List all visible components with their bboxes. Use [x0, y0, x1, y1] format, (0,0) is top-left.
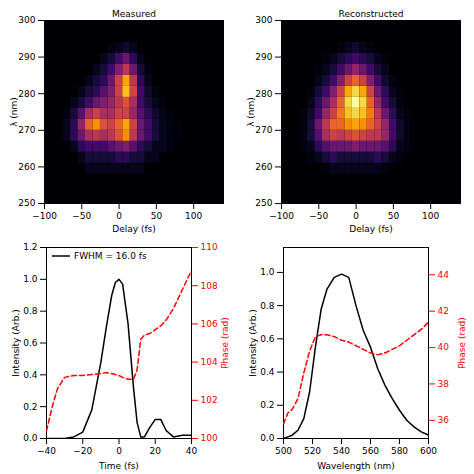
svg-text:270: 270 — [255, 125, 272, 135]
svg-text:50: 50 — [151, 211, 163, 221]
svg-text:−50: −50 — [309, 211, 328, 221]
svg-text:λ (nm): λ (nm) — [9, 97, 19, 127]
svg-text:520: 520 — [304, 446, 321, 456]
svg-text:−50: −50 — [72, 211, 91, 221]
svg-text:104: 104 — [201, 357, 218, 367]
svg-text:0.2: 0.2 — [260, 400, 274, 410]
svg-text:580: 580 — [391, 446, 408, 456]
svg-text:500: 500 — [275, 446, 292, 456]
svg-text:−20: −20 — [73, 446, 92, 456]
svg-text:0.2: 0.2 — [23, 402, 37, 412]
svg-text:1.0: 1.0 — [260, 267, 275, 277]
svg-text:0: 0 — [116, 211, 122, 221]
svg-text:1.2: 1.2 — [23, 242, 37, 252]
svg-text:106: 106 — [201, 319, 218, 329]
svg-text:270: 270 — [18, 125, 35, 135]
svg-text:108: 108 — [201, 281, 218, 291]
svg-text:Phase (rad): Phase (rad) — [220, 317, 230, 369]
svg-text:280: 280 — [18, 89, 35, 99]
svg-text:−40: −40 — [37, 446, 56, 456]
svg-text:0.4: 0.4 — [23, 370, 38, 380]
svg-text:280: 280 — [255, 89, 272, 99]
svg-text:0.8: 0.8 — [23, 306, 38, 316]
svg-text:Intensity (Arb.): Intensity (Arb.) — [248, 309, 258, 377]
svg-text:250: 250 — [255, 198, 272, 208]
svg-text:110: 110 — [201, 242, 218, 252]
svg-text:38: 38 — [438, 379, 450, 389]
svg-text:0.0: 0.0 — [23, 433, 38, 443]
svg-text:λ (nm): λ (nm) — [246, 97, 256, 127]
svg-text:−100: −100 — [269, 211, 294, 221]
svg-text:0: 0 — [353, 211, 359, 221]
svg-text:560: 560 — [362, 446, 379, 456]
svg-text:50: 50 — [388, 211, 400, 221]
svg-text:40: 40 — [438, 342, 450, 352]
svg-text:Reconstructed: Reconstructed — [339, 9, 404, 19]
svg-text:0.4: 0.4 — [260, 367, 275, 377]
svg-text:0.8: 0.8 — [260, 301, 275, 311]
svg-text:600: 600 — [420, 446, 437, 456]
svg-text:260: 260 — [18, 162, 35, 172]
svg-text:260: 260 — [255, 162, 272, 172]
svg-text:−100: −100 — [32, 211, 57, 221]
svg-text:Time (fs): Time (fs) — [98, 461, 139, 471]
svg-text:100: 100 — [422, 211, 439, 221]
svg-text:0.0: 0.0 — [260, 433, 275, 443]
svg-text:100: 100 — [185, 211, 202, 221]
svg-text:20: 20 — [150, 446, 162, 456]
svg-text:Delay (fs): Delay (fs) — [349, 224, 393, 234]
svg-text:540: 540 — [333, 446, 350, 456]
svg-text:300: 300 — [255, 15, 272, 25]
svg-text:Wavelength (nm): Wavelength (nm) — [317, 461, 395, 471]
svg-text:Delay (fs): Delay (fs) — [112, 224, 156, 234]
svg-text:250: 250 — [18, 198, 35, 208]
svg-text:290: 290 — [255, 52, 272, 62]
svg-text:Measured: Measured — [112, 9, 156, 19]
svg-text:40: 40 — [186, 446, 198, 456]
html-text:FWHM = 16.0 fs: FWHM = 16.0 fs — [74, 251, 147, 261]
svg-text:100: 100 — [201, 433, 218, 443]
svg-text:36: 36 — [438, 415, 450, 425]
svg-text:0: 0 — [116, 446, 122, 456]
svg-text:Phase (rad): Phase (rad) — [457, 317, 467, 369]
svg-text:42: 42 — [438, 306, 449, 316]
svg-text:0.6: 0.6 — [23, 338, 38, 348]
svg-text:Intensity (Arb.): Intensity (Arb.) — [11, 309, 21, 377]
svg-text:44: 44 — [438, 270, 450, 280]
svg-text:0.6: 0.6 — [260, 334, 275, 344]
svg-text:290: 290 — [18, 52, 35, 62]
svg-text:1.0: 1.0 — [23, 274, 38, 284]
svg-text:300: 300 — [18, 15, 35, 25]
svg-text:102: 102 — [201, 395, 218, 405]
